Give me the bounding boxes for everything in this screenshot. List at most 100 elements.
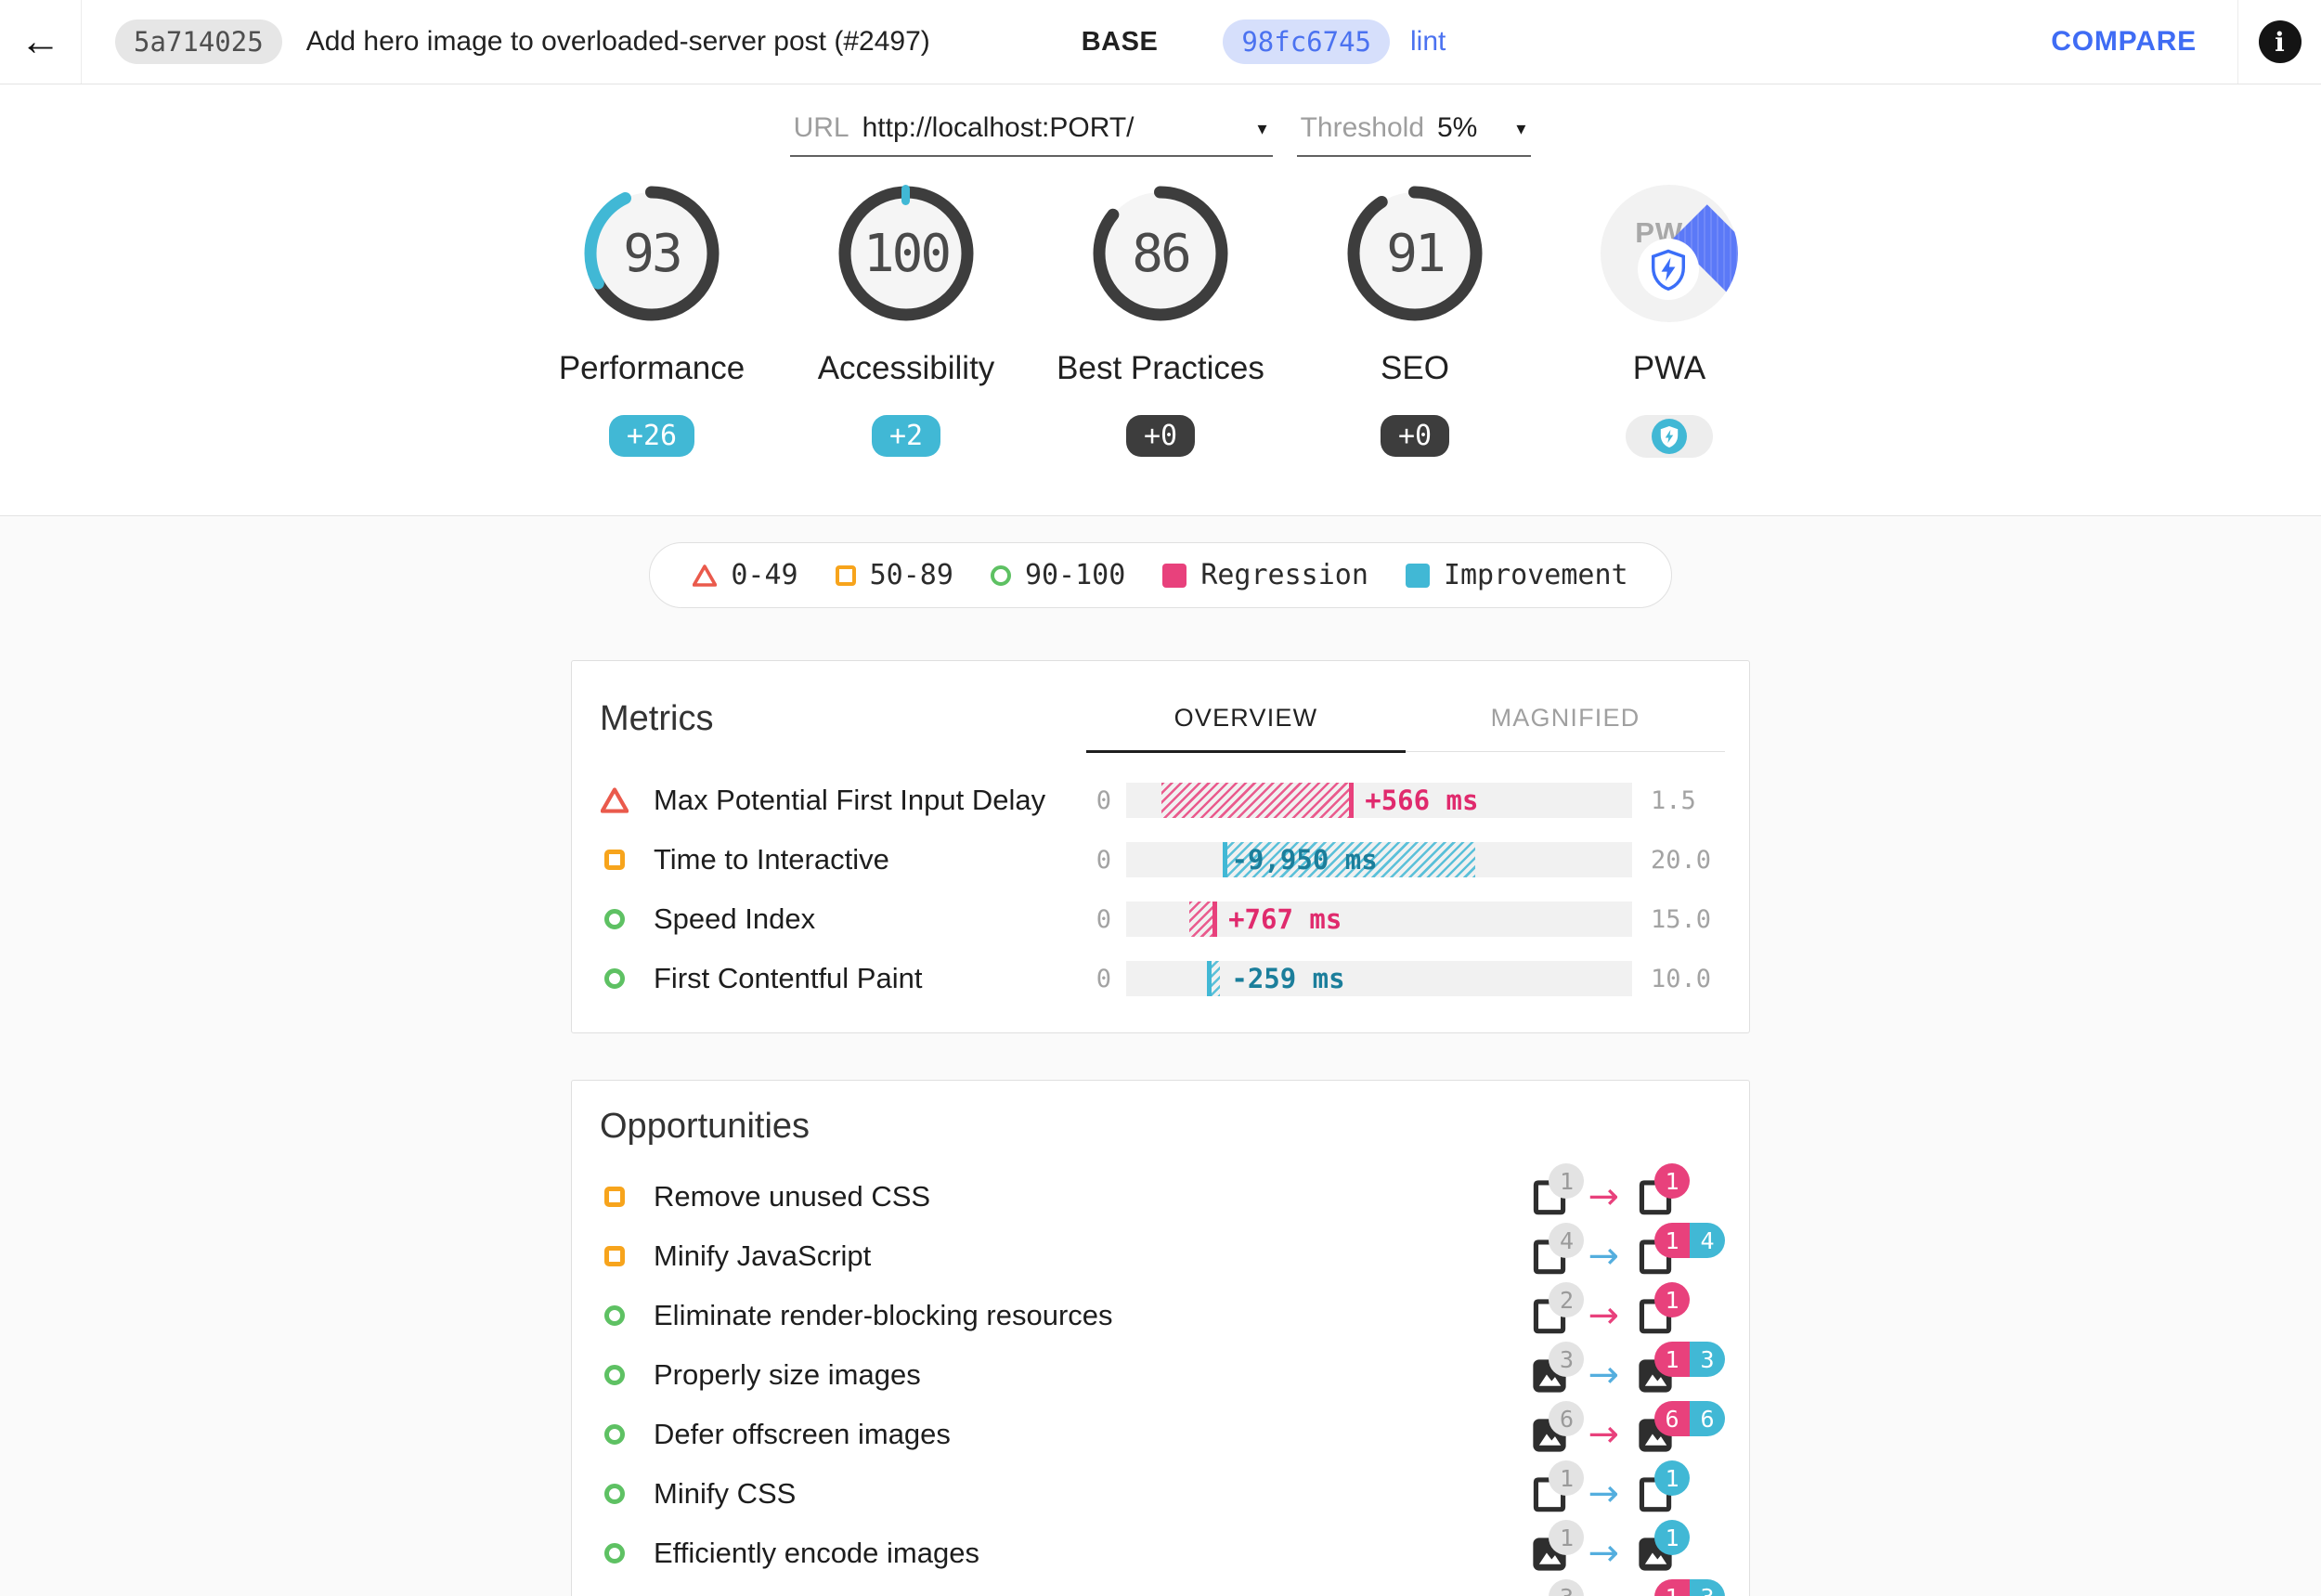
opportunity-rows: Remove unused CSS 1 → 1 Minify JavaScrip… [572,1160,1749,1596]
gauge-score: 93 [623,223,682,284]
triangle-icon [601,787,629,813]
square-icon [604,1187,625,1207]
metric-name: Max Potential First Input Delay [654,784,1046,816]
gauge-label: Best Practices [1057,350,1264,386]
circle-icon [990,564,1011,586]
triangle-icon [693,564,718,587]
metric-delta-label: +566 ms [1365,785,1479,816]
square-icon [604,850,625,870]
shield-bolt-icon [1660,425,1679,448]
opportunity-diff-icons: 1 → 1 [1528,1460,1723,1516]
tab-overview[interactable]: OVERVIEW [1086,687,1406,753]
legend-label: 50-89 [869,559,953,591]
opportunity-severity-icon [600,1246,629,1266]
info-icon[interactable]: i [2258,20,2302,63]
compare-count-badges: 1 [1654,1163,1690,1199]
circle-icon [604,1484,625,1504]
tab-magnified[interactable]: MAGNIFIED [1490,704,1640,732]
metrics-title: Metrics [600,699,714,738]
metric-bar-track: +767 ms [1126,902,1632,937]
opportunity-severity-icon [600,1543,629,1564]
gauge-arc-icon [838,185,974,321]
metric-severity-icon [600,850,629,870]
circle-icon [604,909,625,929]
metric-severity-icon [600,786,629,814]
opportunity-severity-icon [600,1365,629,1385]
metric-range-min: 0 [1096,785,1111,815]
gauge-delta-badge: +0 [1380,415,1450,457]
chevron-down-icon: ▾ [1516,118,1526,139]
compare-resource-icon: 1 [1634,1163,1690,1219]
metric-name: First Contentful Paint [654,962,923,994]
arrow-right-icon: → [1588,1235,1619,1278]
gauge-ring: 86 [1092,185,1229,322]
metric-severity-icon [600,968,629,989]
metric-range-min: 0 [1096,904,1111,934]
page-icon [1534,1180,1566,1215]
threshold-select[interactable]: Threshold 5% ▾ [1296,112,1532,157]
opportunity-name: Efficiently encode images [654,1537,979,1569]
compare-resource-icon: 1 [1634,1282,1690,1338]
pwa-shield-badge [1638,239,1699,300]
arrow-right-icon: → [1588,1591,1619,1596]
base-count-badge: 1 [1549,1460,1585,1496]
metric-row: Max Potential First Input Delay 0 +566 m… [572,771,1749,830]
base-count-badge: 3 [1549,1342,1585,1377]
base-count-badge: 1 [1549,1520,1585,1555]
gauge-label: Performance [558,350,746,386]
circle-icon [604,1543,625,1564]
opportunity-row[interactable]: Efficiently encode images 1 → 1 [572,1520,1749,1583]
page-icon [1534,1299,1566,1334]
gauge-pwa: PWA PWA [1562,185,1777,458]
gauge-delta-badge: +26 [608,415,695,457]
build-info: 5a714025 Add hero image to overloaded-se… [82,19,930,64]
legend-label: Regression [1200,559,1368,591]
metric-name: Speed Index [654,902,816,935]
legend-label: Improvement [1443,559,1628,591]
opportunity-row[interactable]: Serve images in next-gen formats 3 → 13 [572,1579,1749,1596]
url-select[interactable]: URL http://localhost:PORT/ ▾ [789,112,1273,157]
opportunities-title: Opportunities [600,1107,810,1146]
gauge-arc-icon [584,186,720,321]
opportunities-card: Opportunities Remove unused CSS 1 → 1 Mi… [571,1080,1750,1596]
compare-resource-icon: 13 [1634,1579,1725,1596]
compare-count-badges: 1 [1654,1520,1690,1555]
back-button[interactable]: ← [0,0,82,84]
score-gauges: 93 Performance +26 100 Accessibility +2 … [0,161,2321,515]
branch-link[interactable]: lint [1410,26,1446,57]
metric-range-max: 10.0 [1651,964,1712,993]
metrics-card: Metrics OVERVIEW MAGNIFIED Max Potential … [571,660,1750,1033]
metric-delta-bar [1207,961,1221,996]
compare-commit-hash[interactable]: 98fc6745 [1223,19,1390,64]
metric-row: Speed Index 0 +767 ms 15.0 [572,889,1749,949]
base-resource-icon: 2 [1528,1282,1585,1338]
arrow-right-icon: → [1588,1532,1619,1575]
metric-bar-track: -9,950 ms [1126,842,1632,877]
back-arrow-icon: ← [19,19,61,64]
metric-range-min: 0 [1096,845,1111,875]
metrics-tabs: OVERVIEW MAGNIFIED [1086,687,1725,753]
build-title: Add hero image to overloaded-server post… [305,26,930,57]
base-count-badge: 4 [1549,1223,1585,1258]
metric-range-min: 0 [1096,964,1111,993]
legend-label: 90-100 [1024,559,1126,591]
gauge-arc-icon [1347,186,1483,321]
base-resource-icon: 1 [1528,1163,1585,1219]
compare-resource-icon: 1 [1634,1460,1690,1516]
arrow-right-icon: → [1588,1294,1619,1337]
base-count-badge: 1 [1549,1163,1585,1199]
compare-button[interactable]: COMPARE [2051,26,2197,57]
metric-row: First Contentful Paint 0 -259 ms 10.0 [572,949,1749,1008]
metric-delta-label: -259 ms [1231,963,1345,994]
compare-count-badges: 1 [1654,1282,1690,1317]
opportunity-row[interactable]: Remove unused CSS 1 → 1 [572,1163,1749,1226]
opportunity-row[interactable]: Eliminate render-blocking resources 2 → … [572,1282,1749,1345]
opportunity-row[interactable]: Minify CSS 1 → 1 [572,1460,1749,1524]
